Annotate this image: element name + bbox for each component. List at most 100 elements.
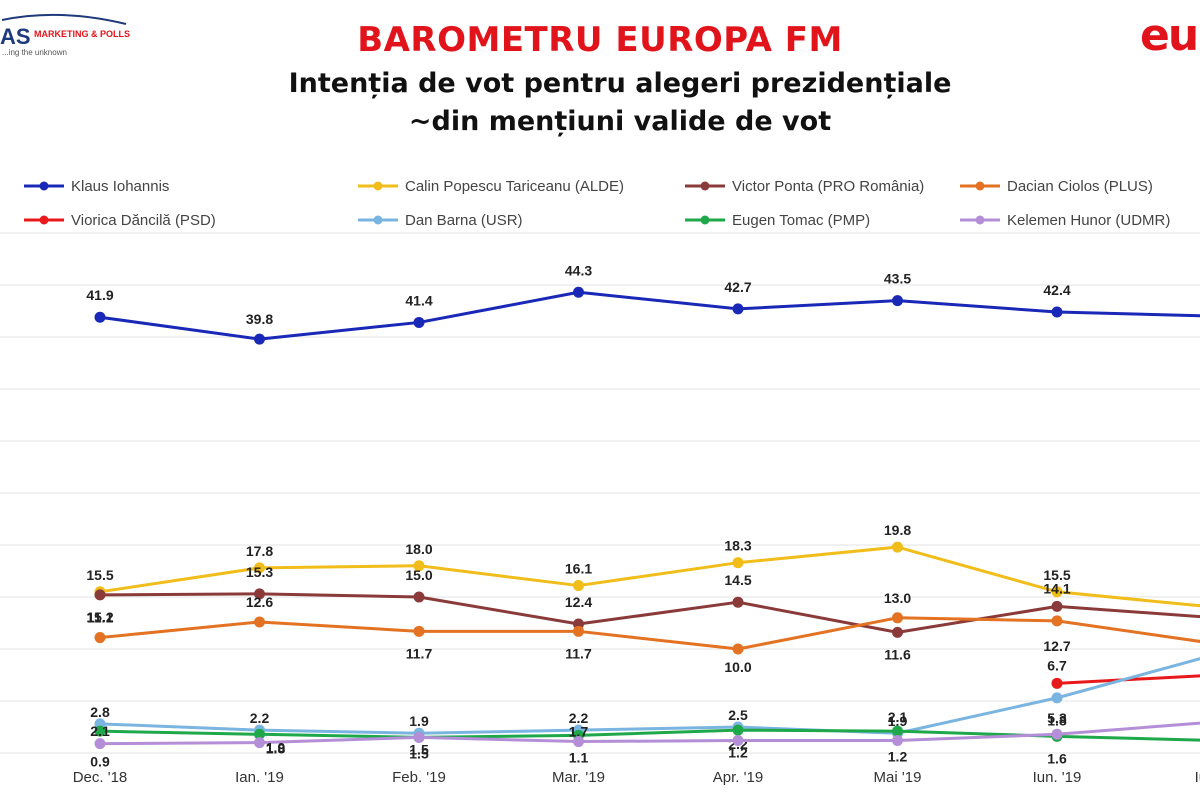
data-point — [892, 725, 903, 737]
data-point — [413, 560, 425, 572]
data-point — [892, 626, 903, 638]
legend-label: Eugen Tomac (PMP) — [732, 212, 870, 229]
data-label: 10.0 — [724, 659, 751, 675]
legend-label: Viorica Dăncilă (PSD) — [71, 212, 216, 229]
data-point — [892, 735, 903, 747]
series-line — [99, 616, 1200, 651]
data-label: 44.3 — [565, 262, 592, 278]
page-title: BAROMETRU EUROPA FM — [357, 20, 843, 60]
data-label: 12.4 — [565, 594, 592, 610]
logo-left-big: AS — [0, 24, 31, 49]
series-line — [99, 592, 1200, 634]
series-line — [99, 545, 1200, 608]
data-label: 12.7 — [1043, 638, 1070, 654]
legend-label: Dan Barna (USR) — [405, 212, 523, 229]
data-label: 1.2 — [888, 749, 908, 765]
data-label: 0.9 — [90, 754, 110, 770]
data-label: 41.4 — [405, 292, 432, 308]
data-point — [1051, 615, 1063, 627]
data-label: 39.8 — [246, 311, 273, 327]
data-point — [892, 612, 903, 624]
data-label: 5.3 — [1047, 710, 1067, 726]
data-point — [413, 731, 425, 743]
chart-subtitle-line-1: Intenția de vot pentru alegeri prezidenț… — [288, 68, 952, 99]
data-point — [254, 588, 265, 600]
data-point — [254, 333, 265, 345]
data-point — [413, 316, 425, 328]
x-tick-label: Mai '19 — [874, 769, 922, 786]
data-label: 1.5 — [409, 745, 429, 761]
data-label: 11.1 — [87, 610, 114, 626]
data-point — [892, 295, 903, 307]
series-line — [99, 657, 1200, 735]
data-label: 2.8 — [90, 704, 110, 720]
data-label: 15.0 — [405, 567, 432, 583]
data-point — [94, 738, 106, 750]
data-point — [732, 596, 744, 608]
x-tick-label: Dec. '18 — [73, 769, 128, 786]
data-label: 11.6 — [884, 646, 911, 662]
data-label: 1.8 — [1047, 712, 1067, 728]
data-label: 42.7 — [724, 279, 751, 295]
data-label: 1.5 — [409, 741, 429, 757]
data-point — [254, 616, 265, 628]
data-label: 1.0 — [266, 740, 286, 756]
data-label: 2.2 — [250, 710, 270, 726]
data-label: 13.0 — [884, 590, 911, 606]
europa-fm-logo: eu — [1140, 10, 1199, 61]
data-label: 12.6 — [246, 594, 273, 610]
x-tick-label: Iul. '19 — [1195, 769, 1200, 786]
data-label: 11.7 — [406, 645, 433, 661]
data-point — [94, 311, 106, 323]
data-label: 2.1 — [888, 709, 908, 725]
logo-left-small: MARKETING & POLLS — [34, 29, 130, 39]
x-tick-label: Iun. '19 — [1033, 769, 1082, 786]
x-tick-label: Mar. '19 — [552, 769, 605, 786]
legend-label: Dacian Ciolos (PLUS) — [1007, 178, 1153, 195]
legend-marker — [373, 215, 383, 225]
data-label: 18.0 — [405, 541, 432, 557]
legend-label: Klaus Iohannis — [71, 178, 169, 195]
data-label: 1.1 — [569, 750, 589, 766]
data-label: 42.4 — [1043, 282, 1070, 298]
series-line — [1056, 674, 1200, 685]
data-label: 14.5 — [724, 572, 751, 588]
x-tick-label: Feb. '19 — [392, 769, 446, 786]
data-label: 11.7 — [565, 645, 592, 661]
data-label: 15.5 — [86, 567, 113, 583]
legend-marker — [39, 215, 49, 225]
data-point — [732, 643, 744, 655]
x-tick-label: Ian. '19 — [235, 769, 284, 786]
data-label: 19.8 — [884, 522, 911, 538]
data-point — [732, 557, 744, 569]
series-line — [99, 290, 1200, 341]
data-label: 2.2 — [569, 710, 589, 726]
data-label: 6.7 — [1047, 657, 1067, 673]
legend-label: Calin Popescu Tariceanu (ALDE) — [405, 178, 624, 195]
data-label: 16.1 — [565, 561, 592, 577]
ias-logo: AS MARKETING & POLLS ...ing the unknown — [0, 13, 130, 57]
data-label: 18.3 — [724, 538, 751, 554]
series-line — [99, 721, 1200, 746]
legend-label: Victor Ponta (PRO România) — [732, 178, 924, 195]
data-point — [254, 737, 265, 749]
legend-label: Kelemen Hunor (UDMR) — [1007, 212, 1170, 229]
data-point — [1051, 600, 1063, 612]
data-point — [1051, 306, 1063, 318]
legend-marker — [975, 181, 985, 191]
data-label: 2.5 — [728, 707, 748, 723]
logo-left-tagline: ...ing the unknown — [2, 48, 67, 57]
data-point — [94, 632, 106, 644]
data-point — [573, 625, 584, 637]
x-tick-label: Apr. '19 — [713, 769, 763, 786]
data-point — [413, 625, 425, 637]
data-point — [413, 591, 425, 603]
data-label: 17.8 — [246, 543, 273, 559]
data-label: 41.9 — [86, 287, 113, 303]
data-point — [1051, 586, 1063, 598]
chart-subtitle-line-2: ~din mențiuni valide de vot — [408, 106, 832, 137]
data-point — [1051, 677, 1063, 689]
legend-marker — [975, 215, 985, 225]
data-point — [732, 303, 744, 315]
